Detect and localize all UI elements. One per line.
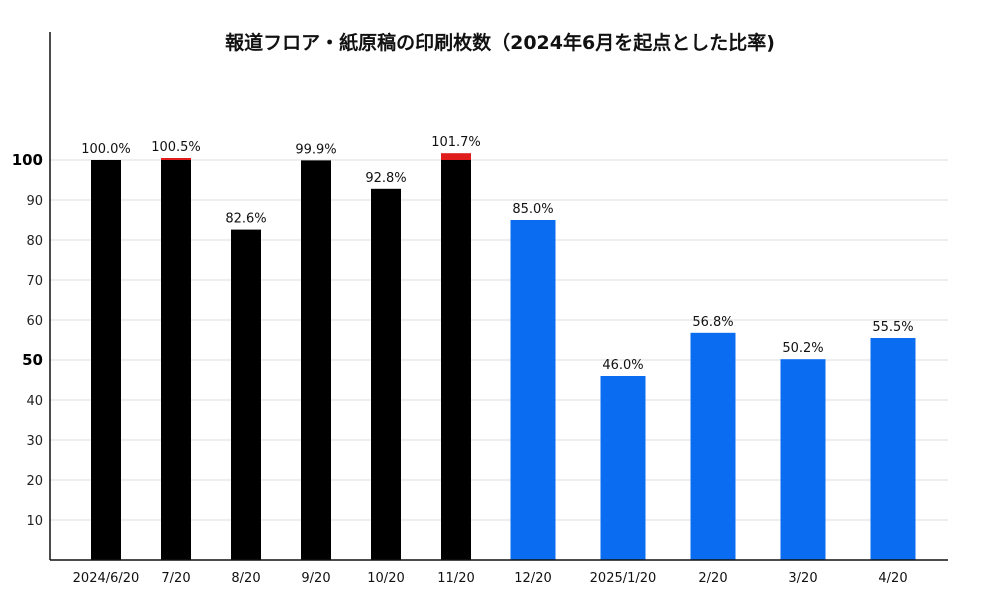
y-tick-label: 50: [22, 351, 43, 369]
bar-overflow: [441, 153, 471, 160]
data-label: 92.8%: [365, 171, 406, 186]
data-label: 82.6%: [225, 212, 266, 227]
bar: [91, 160, 121, 560]
bar-overflow: [161, 158, 191, 160]
data-label: 85.0%: [512, 202, 553, 217]
y-tick-label: 10: [26, 514, 43, 529]
y-tick-label: 40: [26, 394, 43, 409]
x-tick-label: 10/20: [367, 571, 404, 586]
x-tick-label: 7/20: [161, 571, 190, 586]
x-tick-label: 12/20: [514, 571, 551, 586]
data-label: 55.5%: [872, 320, 913, 335]
data-label: 46.0%: [602, 358, 643, 373]
data-label: 100.0%: [81, 142, 131, 157]
y-tick-label: 80: [26, 234, 43, 249]
y-tick-label: 30: [26, 434, 43, 449]
y-tick-label: 20: [26, 474, 43, 489]
x-tick-label: 2025/1/20: [590, 571, 657, 586]
bar: [371, 188, 401, 561]
bar: [301, 160, 331, 560]
bar: [510, 220, 556, 560]
x-tick-label: 11/20: [437, 571, 474, 586]
bar: [231, 229, 261, 560]
bar: [161, 160, 191, 560]
x-tick-label: 3/20: [788, 571, 817, 586]
y-tick-label: 70: [26, 274, 43, 289]
x-tick-label: 9/20: [301, 571, 330, 586]
data-label: 50.2%: [782, 341, 823, 356]
bar: [780, 359, 826, 560]
y-tick-label: 90: [26, 194, 43, 209]
data-label: 100.5%: [151, 140, 201, 155]
x-tick-label: 4/20: [878, 571, 907, 586]
y-tick-label: 100: [12, 151, 43, 169]
data-label: 56.8%: [692, 315, 733, 330]
data-label: 101.7%: [431, 135, 481, 150]
x-tick-label: 2/20: [698, 571, 727, 586]
bar: [600, 376, 646, 560]
bar: [441, 160, 471, 560]
data-label: 99.9%: [295, 142, 336, 157]
x-tick-label: 8/20: [231, 571, 260, 586]
x-tick-label: 2024/6/20: [73, 571, 140, 586]
bar: [870, 338, 916, 560]
y-tick-label: 60: [26, 314, 43, 329]
chart-title: 報道フロア・紙原稿の印刷枚数（2024年6月を起点とした比率): [225, 32, 775, 54]
bar: [690, 332, 736, 560]
